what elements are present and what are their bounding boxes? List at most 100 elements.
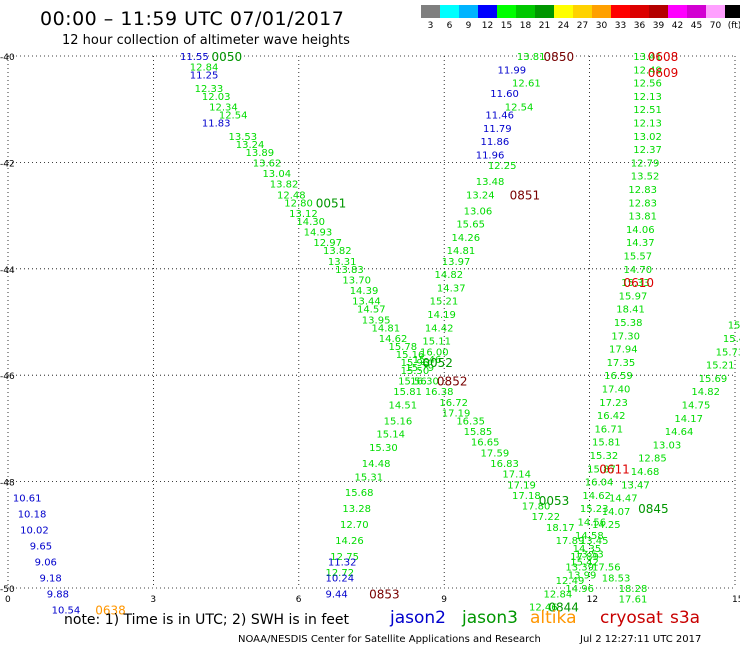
data-point-label: 13.41 [633,52,662,63]
data-point-label: 17.22 [531,512,560,523]
pass-label: 0608 [648,50,679,64]
legend-swatch [573,5,592,18]
data-point-label: 10.24 [325,573,354,584]
legend-label: 18 [519,21,532,31]
data-point-label: 17.40 [602,385,631,396]
data-point-label: 15.81 [393,387,422,398]
legend-swatch [706,5,725,18]
data-point-label: 12.85 [638,454,667,465]
data-point-label: 12.75 [330,552,359,563]
data-point-label: 14.68 [631,467,660,478]
data-point-label: 14.06 [626,225,655,236]
data-point-label: 11.60 [490,89,519,100]
y-tick-label: -50 [0,585,15,595]
data-point-label: 16.38 [425,387,454,398]
data-point-label: 13.52 [631,172,660,183]
data-point-label: 14.62 [379,334,408,345]
data-point-label: 11.96 [476,150,505,161]
data-point-label: 15.11 [422,337,451,348]
data-point-label: 13.81 [628,212,657,223]
footer-note: note: 1) Time is in UTC; 2) SWH is in fe… [64,612,350,628]
legend-swatch [535,5,554,18]
legend-label: 15 [500,21,513,31]
data-point-label: 13.28 [342,504,371,515]
data-point-label: 13.70 [342,275,371,286]
y-tick-label: -46 [0,372,15,382]
data-point-label: 15.42 [570,557,599,568]
data-point-label: 15.56 [398,377,427,388]
legend-label: (ft) [727,21,740,31]
pass-label: 0844 [548,601,579,615]
data-point-label: 16.71 [594,424,623,435]
pass-label: 0852 [437,375,468,389]
legend-label: 6 [446,21,453,31]
data-point-label: 12.54 [219,111,248,122]
data-point-label: 16.59 [604,371,633,382]
satellite-label-s3a: s3a [670,608,701,628]
data-point-label: 17.80 [522,502,551,513]
data-point-label: 14.48 [362,459,391,470]
data-point-label: 15.97 [619,291,648,302]
data-point-label: 15.23 [580,504,609,515]
data-point-label: 13.89 [245,148,274,159]
data-point-label: 17.14 [502,470,531,481]
legend-bin: 15 [497,5,516,31]
data-point-label: 10.18 [18,510,47,521]
legend-bin: 12 [478,5,497,31]
data-point-label: 12.56 [633,79,662,90]
data-point-label: 17.30 [611,331,640,342]
legend-bin: 33 [611,5,630,31]
data-point-label: 12.49 [633,65,662,76]
data-point-label: 14.70 [624,265,653,276]
data-point-label: 15.30 [369,443,398,454]
data-point-label: 15.16 [396,350,425,361]
legend-label: 9 [465,21,472,31]
y-tick-label: -42 [0,159,15,169]
legend-swatch [421,5,440,18]
data-point-label: 17.89 [556,536,585,547]
data-point-label: 15.65 [456,220,485,231]
legend-label: 24 [557,21,570,31]
data-point-label: 16.04 [585,478,614,489]
legend-bin: 30 [592,5,611,31]
satellite-label-jason2: jason2 [390,608,446,628]
legend-label: 30 [595,21,608,31]
data-point-label: 13.48 [476,177,505,188]
data-point-label: 11.32 [328,557,357,568]
satellite-label-jason3: jason3 [462,608,518,628]
legend-bin: (ft) [725,5,740,31]
legend-label: 27 [576,21,589,31]
x-tick-label: 12 [587,595,598,605]
legend-bin: 18 [516,5,535,31]
data-point-label: 18.28 [619,584,648,595]
data-point-label: 14.75 [682,400,711,411]
data-point-label: 13.24 [466,190,495,201]
credit-text: NOAA/NESDIS Center for Satellite Applica… [238,634,541,645]
data-point-label: 13.47 [621,480,650,491]
data-point-label: 15.38 [614,318,643,329]
data-point-label: 15.31 [355,472,384,483]
data-point-label: 13.04 [262,169,291,180]
legend-bin: 70 [706,5,725,31]
data-point-label: 12.49 [556,576,585,587]
data-point-label: 17.94 [609,345,638,356]
legend-bin: 45 [687,5,706,31]
data-point-label: 18.53 [602,573,631,584]
data-point-label: 14.39 [350,286,379,297]
data-point-label: 12.13 [633,119,662,130]
page-title: 00:00 – 11:59 UTC 07/01/2017 [40,8,345,30]
pass-label: 0611 [599,462,630,476]
data-point-label: 14.96 [565,584,594,595]
data-point-label: 14.19 [427,310,456,321]
data-point-label: 14.81 [447,246,476,257]
legend-swatch [649,5,668,18]
data-point-label: 16.35 [456,416,485,427]
data-point-label: 15.68 [345,488,374,499]
y-tick-label: -44 [0,266,15,276]
data-point-label: 13.02 [633,132,662,143]
data-point-label: 14.93 [304,228,333,239]
data-point-label: 17.18 [512,491,541,502]
data-point-label: 15.50 [401,366,430,377]
legend-label: 42 [671,21,684,31]
data-point-label: 15.79 [728,321,740,332]
